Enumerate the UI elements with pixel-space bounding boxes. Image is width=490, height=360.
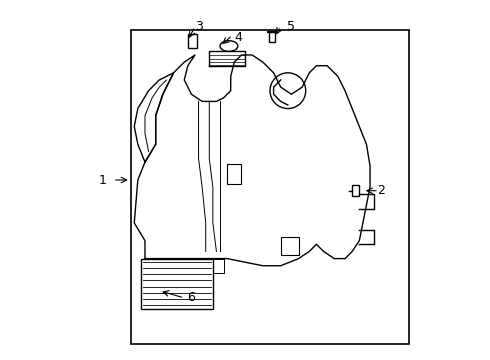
Text: 1: 1 [98,174,106,186]
Bar [142,258,213,309]
Text: 3: 3 [195,20,202,33]
Text: 5: 5 [288,20,295,33]
Bar [269,32,275,42]
Bar [131,30,409,344]
Text: 6: 6 [188,291,196,305]
Bar [227,164,242,184]
Text: 4: 4 [234,31,242,44]
Text: 2: 2 [377,184,385,197]
Bar [188,33,197,48]
Bar [352,185,359,196]
Bar [281,237,298,255]
